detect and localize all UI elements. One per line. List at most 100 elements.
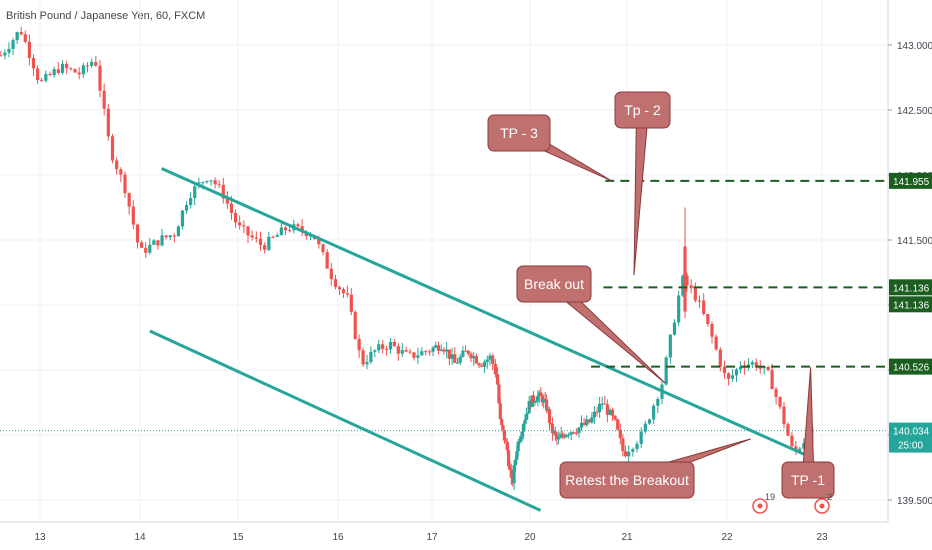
candle-body bbox=[577, 427, 581, 434]
candles bbox=[0, 26, 814, 491]
candle-body bbox=[774, 389, 778, 398]
candle-body bbox=[564, 434, 568, 438]
candle-body bbox=[201, 182, 205, 184]
candle-body bbox=[482, 361, 487, 367]
candle-body bbox=[325, 252, 329, 269]
callout[interactable]: Retest the Breakout bbox=[559, 438, 751, 499]
candle-body bbox=[506, 450, 511, 467]
candle-body bbox=[408, 351, 412, 353]
candle-body bbox=[782, 406, 786, 425]
candle-body bbox=[436, 345, 441, 351]
economic-event-marker[interactable]: 2 bbox=[814, 492, 832, 514]
callouts[interactable]: TP - 3 Tp - 2 Break out Retest the Breakout… bbox=[487, 91, 835, 499]
candle-body bbox=[502, 430, 507, 441]
candle-body bbox=[685, 275, 689, 286]
candle-body bbox=[778, 397, 782, 407]
candle-body bbox=[556, 438, 560, 440]
candle-body bbox=[722, 366, 727, 374]
candle-body bbox=[513, 459, 518, 466]
callout-box bbox=[614, 91, 671, 129]
callout[interactable]: TP - 3 bbox=[487, 114, 612, 182]
candle-body bbox=[545, 399, 549, 411]
candle-body bbox=[317, 239, 321, 245]
callout[interactable]: TP -1 bbox=[781, 367, 835, 499]
candle-body bbox=[31, 57, 36, 69]
candle-body bbox=[246, 226, 250, 236]
candle-body bbox=[127, 193, 131, 207]
candle-body bbox=[508, 466, 512, 470]
target-levels[interactable] bbox=[0, 179, 888, 432]
candle-body bbox=[512, 465, 516, 484]
candle-body bbox=[69, 68, 73, 70]
candle-body bbox=[549, 422, 553, 424]
channel-line-lower[interactable] bbox=[149, 329, 542, 512]
candle-body bbox=[652, 405, 656, 420]
callout[interactable]: Break out bbox=[516, 265, 666, 384]
candle-body bbox=[73, 69, 77, 73]
candle-body bbox=[384, 348, 389, 350]
candle-body bbox=[115, 160, 119, 170]
time-tick-label: 22 bbox=[721, 532, 733, 543]
candle-body bbox=[463, 350, 468, 352]
candle-body bbox=[209, 180, 213, 182]
candle-body bbox=[90, 61, 94, 66]
candle-body bbox=[579, 422, 584, 428]
candle-body bbox=[381, 344, 385, 349]
candle-body bbox=[365, 361, 369, 365]
candle-body bbox=[369, 351, 373, 362]
event-markers[interactable]: 19 2 bbox=[752, 492, 832, 514]
candle-body bbox=[618, 429, 622, 439]
candle-body bbox=[664, 357, 668, 385]
candle-body bbox=[627, 451, 631, 457]
candle-body bbox=[498, 403, 502, 420]
price-tick-label: 141.500 bbox=[897, 236, 932, 247]
time-tick-label: 23 bbox=[816, 532, 828, 543]
economic-event-marker[interactable]: 19 bbox=[752, 492, 775, 514]
channel-lines[interactable] bbox=[149, 167, 812, 512]
candle-body bbox=[504, 440, 508, 442]
callout-text: Tp - 2 bbox=[624, 102, 661, 118]
candle-body bbox=[258, 238, 263, 246]
candle-body bbox=[519, 436, 523, 442]
candle-body bbox=[345, 293, 349, 295]
candle-body bbox=[750, 362, 754, 365]
candle-body bbox=[110, 136, 115, 161]
candle-body bbox=[569, 432, 573, 435]
candle-body bbox=[702, 300, 706, 314]
candle-body bbox=[469, 353, 473, 359]
candle-body bbox=[710, 324, 714, 337]
candle-body bbox=[98, 65, 102, 91]
candle-body bbox=[501, 425, 505, 431]
level-price-tag-label: 140.526 bbox=[893, 363, 930, 374]
candle-body bbox=[802, 443, 806, 449]
candle-body bbox=[616, 419, 620, 430]
candle-body bbox=[321, 244, 325, 253]
candle-body bbox=[531, 395, 536, 403]
candle-body bbox=[517, 441, 522, 443]
candle-body bbox=[754, 362, 758, 368]
candle-body bbox=[27, 41, 31, 58]
candle-body bbox=[279, 227, 283, 236]
candle-body bbox=[254, 237, 258, 239]
candle-body bbox=[509, 469, 513, 478]
candle-body bbox=[119, 169, 123, 175]
candle-body bbox=[442, 349, 446, 352]
candle-body bbox=[683, 246, 687, 312]
candle-body bbox=[488, 355, 492, 360]
candle-body bbox=[681, 275, 685, 296]
candle-body bbox=[412, 352, 416, 358]
callout[interactable]: Tp - 2 bbox=[614, 91, 671, 276]
candle-body bbox=[250, 235, 254, 238]
time-tick-label: 17 bbox=[426, 532, 438, 543]
candle-body bbox=[35, 68, 40, 80]
candle-body bbox=[455, 362, 460, 364]
price-axis-bg bbox=[888, 0, 932, 550]
candle-body bbox=[176, 226, 180, 237]
candle-body bbox=[164, 235, 168, 238]
channel-line-upper[interactable] bbox=[160, 167, 812, 459]
candle-body bbox=[726, 373, 731, 379]
candle-body bbox=[524, 414, 529, 420]
candle-body bbox=[81, 65, 85, 75]
